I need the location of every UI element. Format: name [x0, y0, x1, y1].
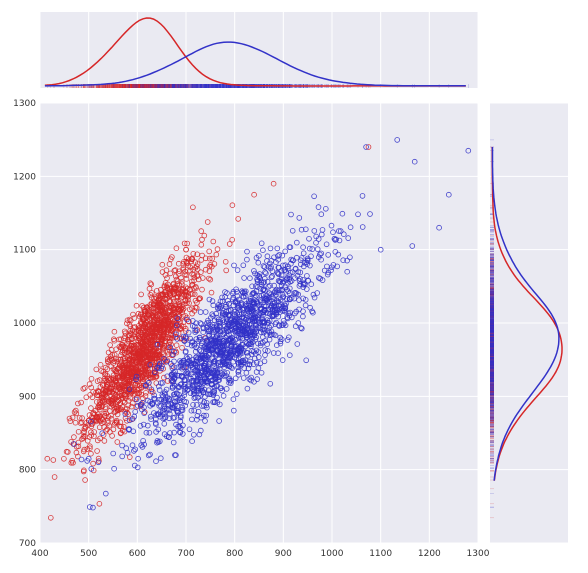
right-rug-series-1: [490, 139, 494, 508]
top-rug-series-1: [73, 84, 469, 88]
right-rug-series-0: [490, 146, 494, 519]
top-rug-series-0: [47, 84, 369, 88]
top-kde-series-1: [44, 41, 466, 87]
right-marginal-panel: [490, 102, 568, 544]
top-marginal-panel: [39, 12, 479, 88]
